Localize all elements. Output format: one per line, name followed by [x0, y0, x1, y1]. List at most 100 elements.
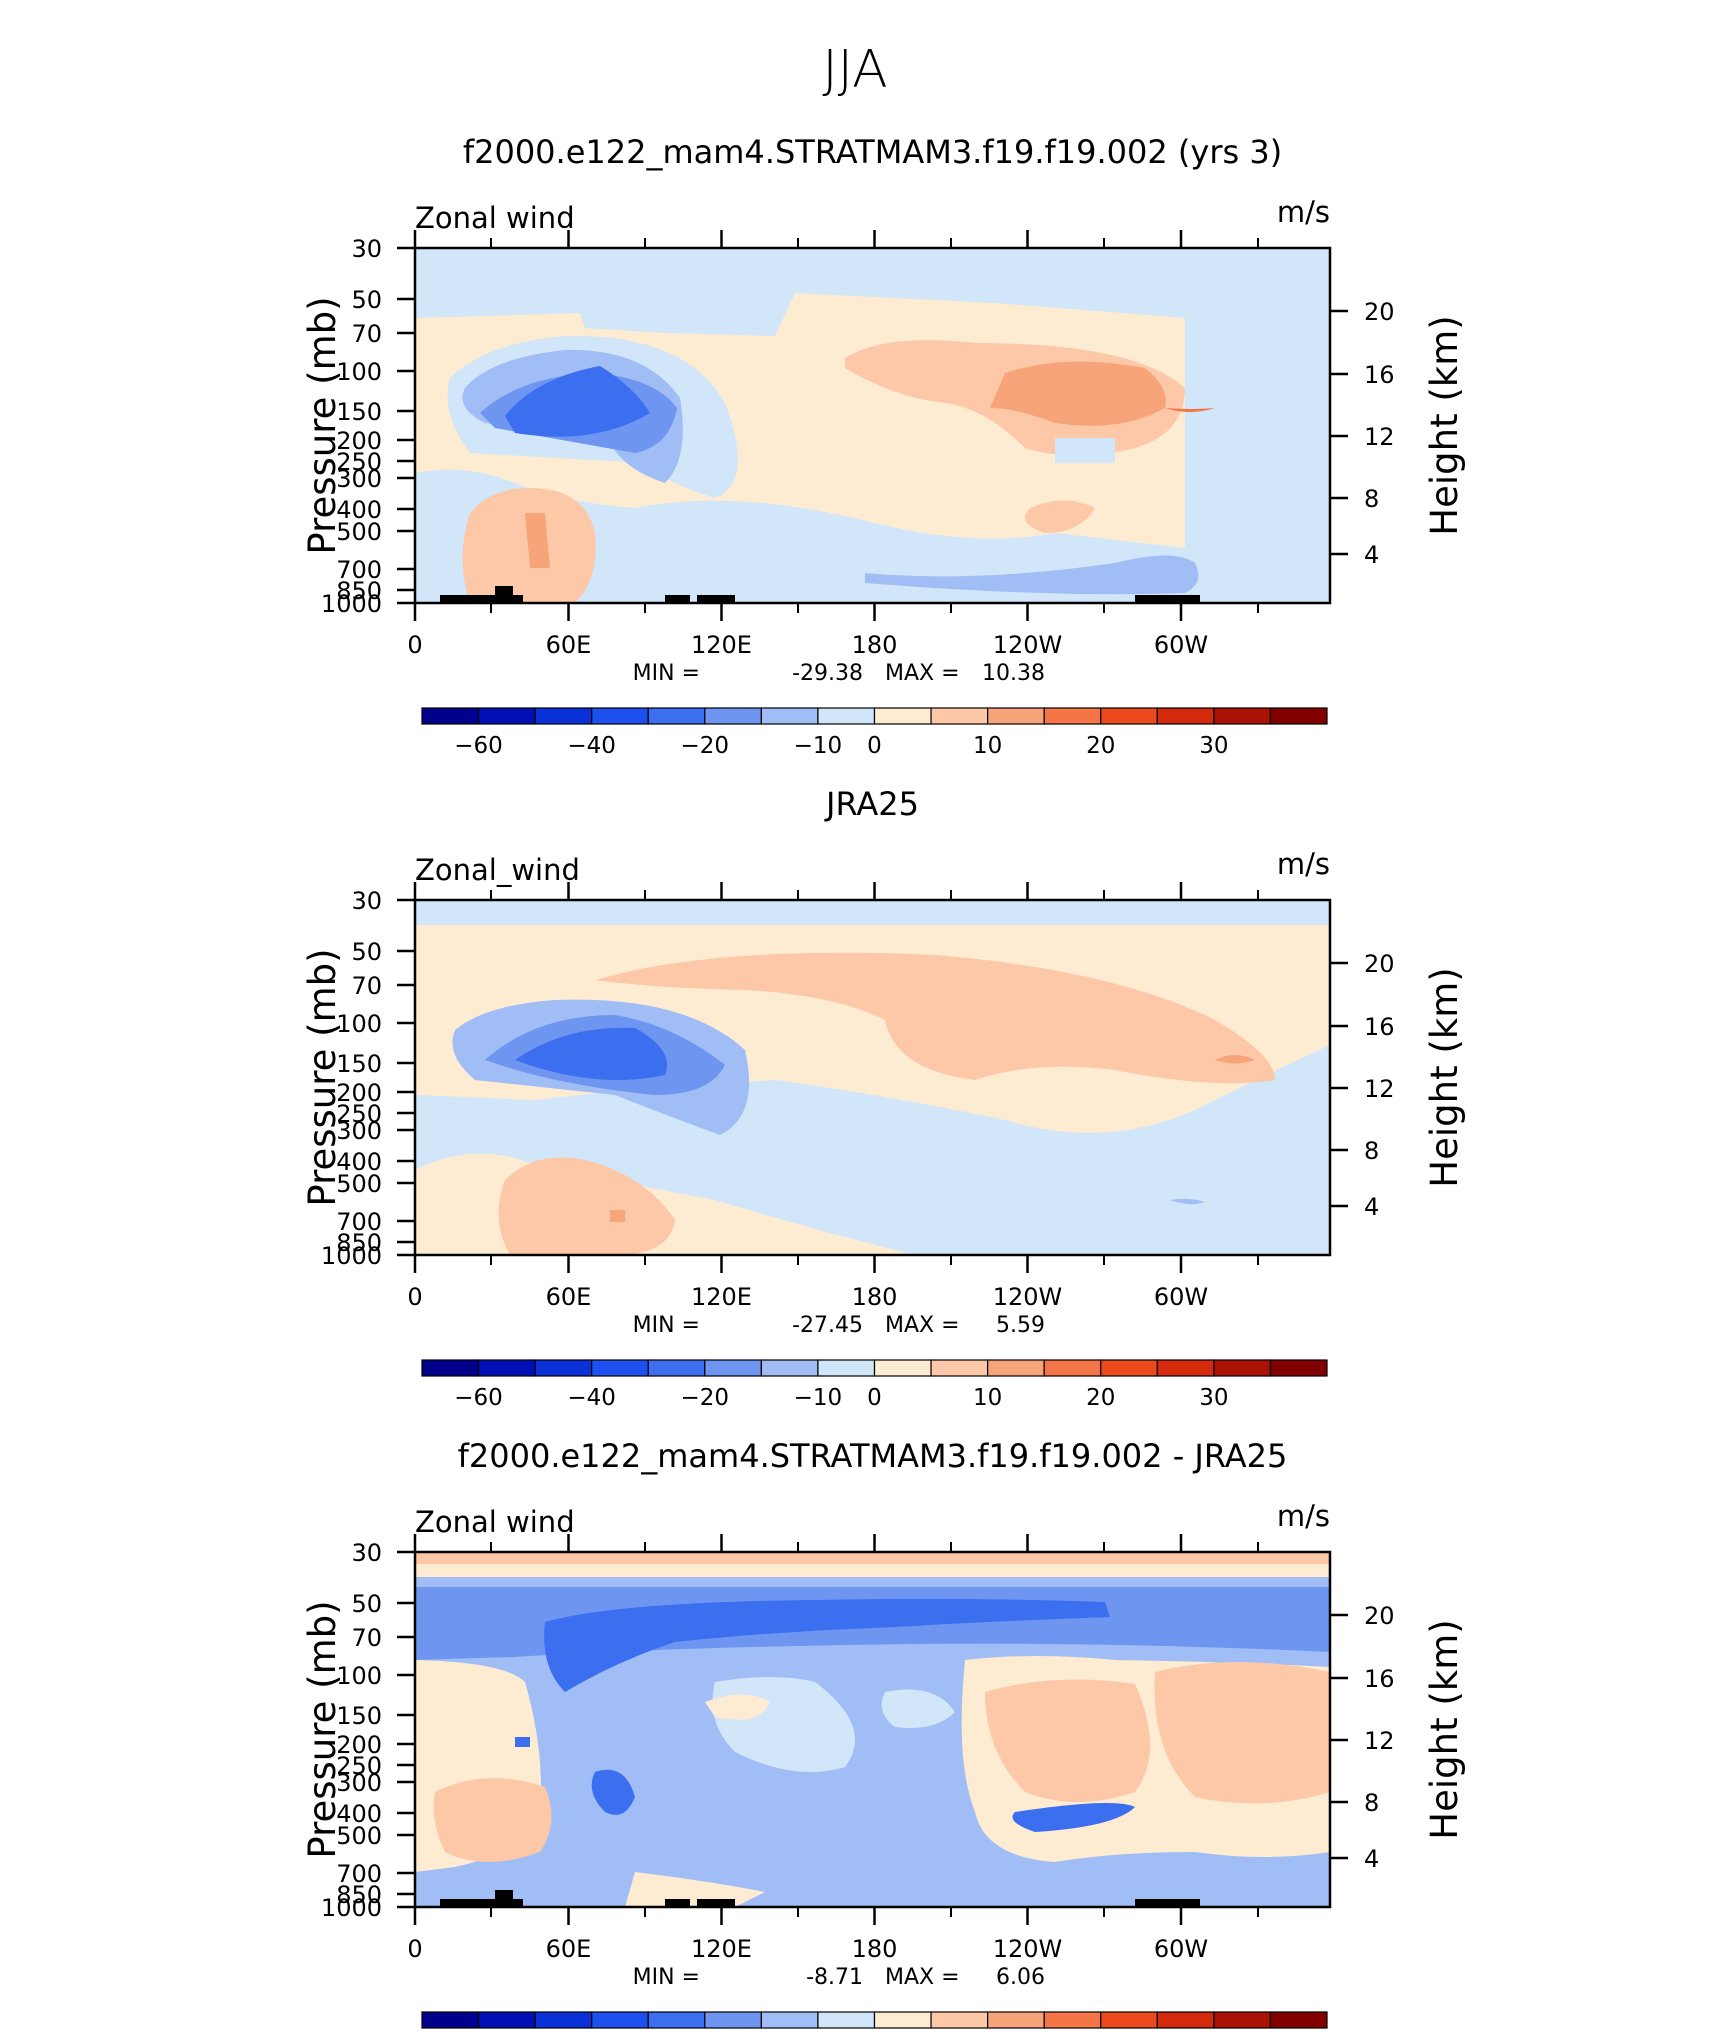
colorbar-box — [1269, 707, 1328, 725]
contour-region — [544, 1598, 1110, 1692]
colorbar-box — [760, 1359, 819, 1377]
y-right-tick-label: 4 — [1364, 1193, 1379, 1221]
y-right-tick-label: 20 — [1364, 1602, 1395, 1630]
panel-1: f2000.e122_mam4.STRATMAM3.f19.f19.002 (y… — [301, 133, 1466, 759]
plot-frame — [413, 246, 1332, 605]
x-tick-label: 0 — [407, 1283, 422, 1311]
x-tick-label: 120W — [993, 1935, 1063, 1963]
orography — [440, 586, 1200, 603]
colorbar-label: 30 — [1199, 1385, 1228, 1411]
contour-region — [1025, 500, 1095, 533]
min-label: MIN = — [633, 1313, 700, 1338]
colorbar-label: −40 — [567, 733, 616, 759]
y-right-tick-label: 16 — [1364, 361, 1395, 389]
contour-region — [881, 1689, 955, 1728]
colorbar-box — [1213, 707, 1272, 725]
variable-label: Zonal wind — [415, 201, 575, 235]
x-tick-label: 120E — [691, 1935, 752, 1963]
y-tick-label: 1000 — [321, 590, 382, 618]
colorbar-label: −20 — [681, 1385, 730, 1411]
y-tick-label: 150 — [336, 1050, 382, 1078]
colorbar-box — [1043, 2011, 1102, 2029]
variable-label: Zonal wind — [415, 1505, 575, 1539]
y-tick-label: 250 — [336, 448, 382, 476]
colorbar-box — [930, 707, 989, 725]
y-tick-label: 100 — [336, 1662, 382, 1690]
colorbar-box — [987, 707, 1045, 725]
colorbar-box — [477, 707, 536, 725]
colorbar-box — [1156, 707, 1215, 725]
x-tick-label: 180 — [852, 1935, 898, 1963]
x-tick-label: 60E — [546, 1935, 592, 1963]
y-tick-label: 400 — [336, 1148, 382, 1176]
contour-region — [591, 1769, 635, 1815]
colorbar-box — [591, 707, 649, 725]
x-tick-label: 180 — [852, 1283, 898, 1311]
x-tick-label: 60W — [1154, 1283, 1208, 1311]
y-tick-label: 200 — [336, 1079, 382, 1107]
min-label: MIN = — [633, 661, 700, 686]
colorbar-box — [534, 1359, 593, 1377]
colorbar-box — [817, 2011, 876, 2029]
y-tick-label: 30 — [351, 235, 382, 263]
colorbar-box — [1213, 1359, 1272, 1377]
plot-area — [415, 900, 1330, 1255]
plot-frame — [413, 898, 1332, 1257]
y-tick-label: 50 — [351, 286, 382, 314]
colorbar-box — [873, 2011, 932, 2029]
y-tick-label: 250 — [336, 1752, 382, 1780]
y-axis-label: Pressure (mb) — [301, 948, 344, 1206]
panel-2: JRA25 Zonal_wind m/s 0 60E 120E 180 120W 60W 30 50… — [301, 785, 1466, 1411]
y-right-axis-label: Height (km) — [1423, 315, 1466, 535]
max-value: 6.06 — [996, 1965, 1045, 1990]
colorbar-label: −20 — [681, 733, 730, 759]
y-right-tick-label: 8 — [1364, 1789, 1379, 1817]
max-label: MAX = — [885, 1965, 960, 1990]
colorbar-box — [1100, 1359, 1158, 1377]
colorbar-box — [421, 707, 480, 725]
colorbar-box — [1043, 1359, 1102, 1377]
contour-region — [610, 1210, 625, 1222]
colorbar-box — [1100, 707, 1158, 725]
y-right-tick-label: 16 — [1364, 1013, 1395, 1041]
y-right-tick-label: 12 — [1364, 1727, 1395, 1755]
y-tick-label: 30 — [351, 1539, 382, 1567]
y-right-axis-label: Height (km) — [1423, 1619, 1466, 1839]
colorbar-label: 10 — [973, 733, 1002, 759]
y-tick-label: 500 — [336, 1170, 382, 1198]
contour-region — [865, 555, 1199, 595]
colorbar-box — [704, 1359, 762, 1377]
colorbar-box — [591, 1359, 649, 1377]
colorbar-label: 10 — [973, 1385, 1002, 1411]
x-tick-label: 0 — [407, 631, 422, 659]
y-right-tick-label: 12 — [1364, 423, 1395, 451]
contour-region — [415, 1552, 1330, 1564]
colorbar-box — [647, 2011, 706, 2029]
colorbar-box — [1100, 2011, 1158, 2029]
x-tick-label: 60W — [1154, 631, 1208, 659]
colorbar-box — [1213, 2011, 1272, 2029]
contour-region — [498, 1157, 675, 1255]
y-tick-label: 70 — [351, 320, 382, 348]
x-tick-label: 120W — [993, 1283, 1063, 1311]
max-label: MAX = — [885, 1313, 960, 1338]
x-tick-label: 120E — [691, 631, 752, 659]
contour-region — [1215, 1055, 1255, 1064]
colorbar-box — [591, 2011, 649, 2029]
colorbar-label: 20 — [1086, 733, 1115, 759]
colorbar: −60 −40 −20 −10 0 10 20 30 — [421, 707, 1328, 759]
y-tick-label: 70 — [351, 1624, 382, 1652]
y-right-tick-label: 12 — [1364, 1075, 1395, 1103]
orography — [440, 1890, 1200, 1907]
contour-region — [515, 1737, 530, 1747]
y-right-tick-label: 8 — [1364, 485, 1379, 513]
colorbar-label: −60 — [454, 733, 503, 759]
y-right-tick-label: 8 — [1364, 1137, 1379, 1165]
y-tick-label: 200 — [336, 427, 382, 455]
panel-title: f2000.e122_mam4.STRATMAM3.f19.f19.002 (y… — [463, 133, 1282, 171]
y-right-axis-label: Height (km) — [1423, 967, 1466, 1187]
colorbar-label: −10 — [794, 1385, 843, 1411]
y-tick-label: 150 — [336, 398, 382, 426]
plot-frame — [413, 1550, 1332, 1909]
